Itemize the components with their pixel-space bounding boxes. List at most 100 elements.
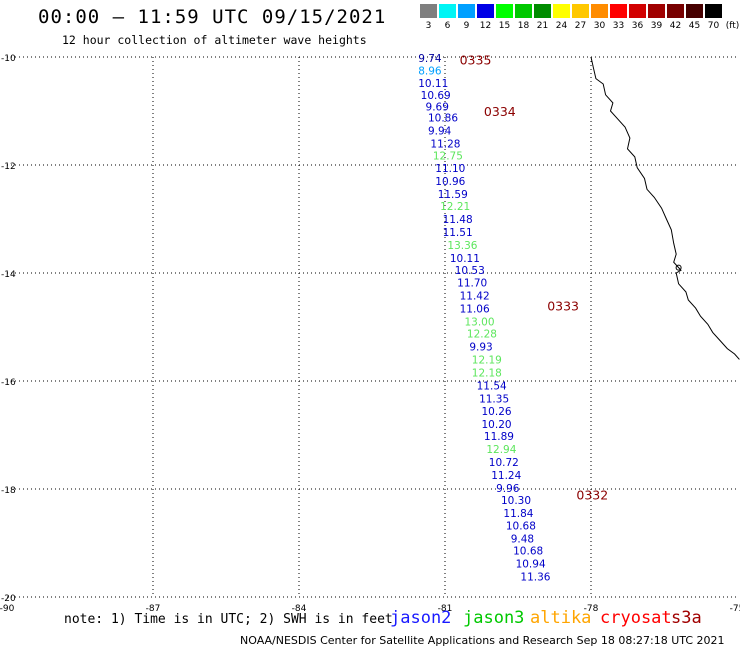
wave-height-label: 12.75 bbox=[433, 150, 463, 162]
wave-height-label: 11.59 bbox=[438, 189, 468, 201]
wave-height-label: 11.35 bbox=[479, 393, 509, 405]
wave-height-label: 10.96 bbox=[435, 176, 465, 188]
wave-height-label: 11.89 bbox=[484, 431, 514, 443]
scale-swatch bbox=[496, 4, 513, 18]
wave-height-label: 11.36 bbox=[520, 571, 550, 583]
wave-height-label: 13.36 bbox=[447, 240, 477, 252]
scale-swatch bbox=[477, 4, 494, 18]
wave-height-label: 10.26 bbox=[482, 406, 512, 418]
wave-height-label: 12.28 bbox=[467, 328, 497, 340]
scale-label: 9 bbox=[463, 21, 470, 31]
wave-height-label: 10.20 bbox=[482, 419, 512, 431]
scale-label: 39 bbox=[650, 21, 663, 31]
lat-tick-label: -16 bbox=[1, 378, 16, 388]
legend-item-jason3: jason3 bbox=[463, 608, 525, 628]
scale-swatch bbox=[534, 4, 551, 18]
legend-item-cryosat: cryosat bbox=[600, 608, 672, 628]
scale-swatch bbox=[591, 4, 608, 18]
lat-tick-label: -20 bbox=[1, 594, 16, 604]
scale-swatch bbox=[572, 4, 589, 18]
scale-swatch bbox=[553, 4, 570, 18]
wave-height-label: 13.00 bbox=[464, 317, 494, 329]
scale-label: 12 bbox=[479, 21, 492, 31]
wave-height-label: 10.68 bbox=[506, 521, 536, 533]
scale-swatch bbox=[515, 4, 532, 18]
wave-height-label: 10.86 bbox=[428, 112, 458, 124]
scale-label: 21 bbox=[536, 21, 549, 31]
scale-label: (ft) bbox=[725, 21, 740, 31]
scale-label: 42 bbox=[669, 21, 682, 31]
pass-time-label: 0333 bbox=[547, 298, 579, 313]
coastline bbox=[590, 56, 740, 360]
scale-label: 70 bbox=[707, 21, 720, 31]
pass-time-label: 0332 bbox=[576, 487, 608, 502]
scale-label: 24 bbox=[555, 21, 568, 31]
lon-tick-label: -90 bbox=[0, 604, 15, 614]
scale-label: 18 bbox=[517, 21, 530, 31]
scale-swatch bbox=[458, 4, 475, 18]
wave-height-label: 9.94 bbox=[428, 125, 452, 137]
wave-height-label: 11.51 bbox=[443, 227, 473, 239]
wave-height-label: 10.72 bbox=[489, 457, 519, 469]
legend-item-altika: altika bbox=[530, 608, 592, 628]
legend-item-s3a: s3a bbox=[671, 608, 702, 628]
wave-height-label: 11.24 bbox=[491, 470, 521, 482]
map-subtitle: 12 hour collection of altimeter wave hei… bbox=[62, 33, 367, 47]
wave-height-label: 9.93 bbox=[469, 341, 492, 353]
map-title: 00:00 – 11:59 UTC 09/15/2021 bbox=[38, 6, 387, 28]
wave-height-label: 11.28 bbox=[430, 138, 460, 150]
wave-height-label: 11.48 bbox=[443, 214, 473, 226]
wave-height-label: 11.06 bbox=[460, 304, 490, 316]
pass-time-label: 0335 bbox=[460, 53, 492, 68]
lat-tick-label: -14 bbox=[1, 270, 16, 280]
wave-height-label: 11.42 bbox=[460, 291, 490, 303]
wave-height-label: 12.21 bbox=[440, 201, 470, 213]
wave-height-label: 10.53 bbox=[455, 265, 485, 277]
island bbox=[675, 264, 682, 271]
scale-swatch bbox=[686, 4, 703, 18]
scale-swatch bbox=[629, 4, 646, 18]
scale-swatch bbox=[667, 4, 684, 18]
wave-height-label: 9.48 bbox=[511, 534, 534, 546]
legend-item-jason2: jason2 bbox=[390, 608, 452, 628]
footer-credit: NOAA/NESDIS Center for Satellite Applica… bbox=[240, 634, 725, 647]
wave-height-label: 10.30 bbox=[501, 495, 531, 507]
wave-height-label: 12.19 bbox=[472, 354, 502, 366]
wave-height-label: 11.54 bbox=[477, 380, 507, 392]
wave-height-label: 11.10 bbox=[435, 163, 465, 175]
footer-note: note: 1) Time is in UTC; 2) SWH is in fe… bbox=[64, 612, 393, 627]
scale-label: 33 bbox=[612, 21, 625, 31]
lon-tick-label: -75 bbox=[730, 604, 740, 614]
wave-height-label: 9.69 bbox=[426, 102, 449, 114]
lon-tick-label: -84 bbox=[292, 604, 307, 614]
wave-height-label: 10.11 bbox=[450, 253, 480, 265]
wave-height-label: 10.11 bbox=[418, 78, 448, 90]
wave-height-label: 8.96 bbox=[418, 66, 442, 78]
scale-label: 45 bbox=[688, 21, 701, 31]
scale-label: 3 bbox=[425, 21, 432, 31]
scale-swatch bbox=[648, 4, 665, 18]
lat-tick-label: -18 bbox=[1, 486, 16, 496]
scale-label: 36 bbox=[631, 21, 644, 31]
scale-swatch bbox=[610, 4, 627, 18]
pass-time-label: 0334 bbox=[484, 104, 516, 119]
wave-height-label: 10.68 bbox=[513, 546, 543, 558]
lon-tick-label: -87 bbox=[146, 604, 161, 614]
scale-swatch bbox=[705, 4, 722, 18]
scale-label: 15 bbox=[498, 21, 511, 31]
scale-label: 6 bbox=[444, 21, 451, 31]
wave-height-label: 10.94 bbox=[516, 559, 546, 571]
wave-height-label: 10.69 bbox=[421, 90, 451, 102]
lon-tick-label: -78 bbox=[584, 604, 599, 614]
lat-tick-label: -12 bbox=[1, 162, 16, 172]
scale-swatch bbox=[439, 4, 456, 18]
scale-label: 27 bbox=[574, 21, 587, 31]
lon-tick-label: -81 bbox=[438, 604, 453, 614]
wave-height-label: 9.74 bbox=[418, 53, 442, 65]
wave-height-label: 9.96 bbox=[496, 483, 520, 495]
scale-swatch bbox=[420, 4, 437, 18]
scale-label: 30 bbox=[593, 21, 606, 31]
wave-height-label: 11.84 bbox=[503, 508, 533, 520]
wave-height-label: 12.18 bbox=[472, 367, 502, 379]
